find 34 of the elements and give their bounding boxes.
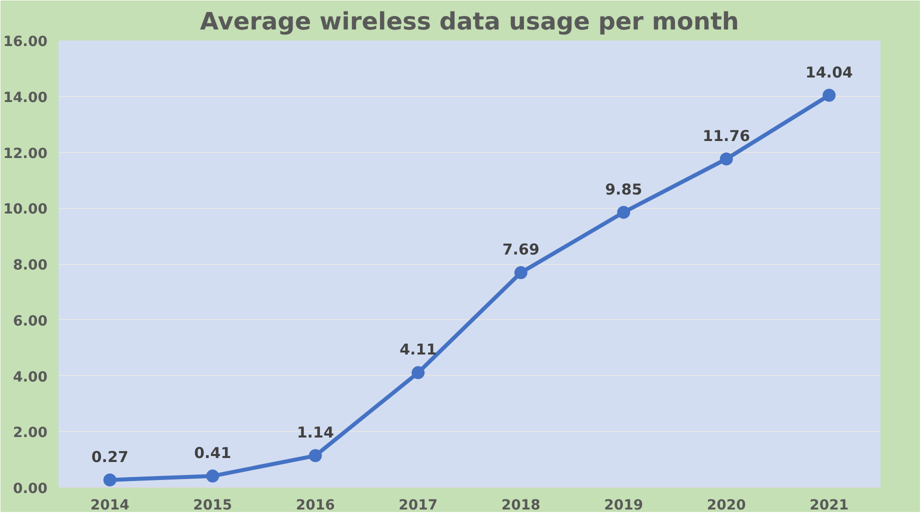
data-label: 4.11 xyxy=(400,340,437,359)
x-tick-label: 2016 xyxy=(296,498,335,514)
x-tick-label: 2014 xyxy=(90,498,130,514)
point xyxy=(617,206,630,219)
data-label: 0.41 xyxy=(194,444,232,462)
point xyxy=(103,473,116,486)
data-label: 1.14 xyxy=(296,424,334,442)
point xyxy=(822,88,836,102)
data-label: 7.69 xyxy=(502,240,540,259)
y-tick-label: 16.00 xyxy=(3,34,48,50)
y-tick-label: 0.00 xyxy=(12,481,48,497)
x-tick-label: 2021 xyxy=(810,498,849,514)
y-tick-label: 4.00 xyxy=(12,369,48,386)
y-tick-label: 10.00 xyxy=(3,202,48,218)
x-tick-label: 2018 xyxy=(501,498,540,514)
x-tick-label: 2015 xyxy=(193,498,232,514)
point xyxy=(206,470,220,483)
x-tick-label: 2020 xyxy=(706,498,746,514)
y-tick-label: 14.00 xyxy=(3,90,48,106)
y-tick-label: 8.00 xyxy=(12,258,48,274)
point xyxy=(720,152,733,166)
x-tick-label: 2017 xyxy=(398,498,438,514)
x-tick-label: 2019 xyxy=(604,498,644,514)
chart-title: Average wireless data usage per month xyxy=(200,8,740,36)
data-label: 0.27 xyxy=(91,448,128,466)
y-tick-label: 12.00 xyxy=(3,146,48,162)
point xyxy=(308,449,322,462)
point xyxy=(412,366,425,380)
data-label: 9.85 xyxy=(605,180,642,198)
data-label: 14.04 xyxy=(805,63,853,82)
y-tick-label: 2.00 xyxy=(12,425,48,442)
y-tick-label: 6.00 xyxy=(12,313,48,330)
data-label: 11.76 xyxy=(702,126,750,145)
point xyxy=(514,266,528,280)
